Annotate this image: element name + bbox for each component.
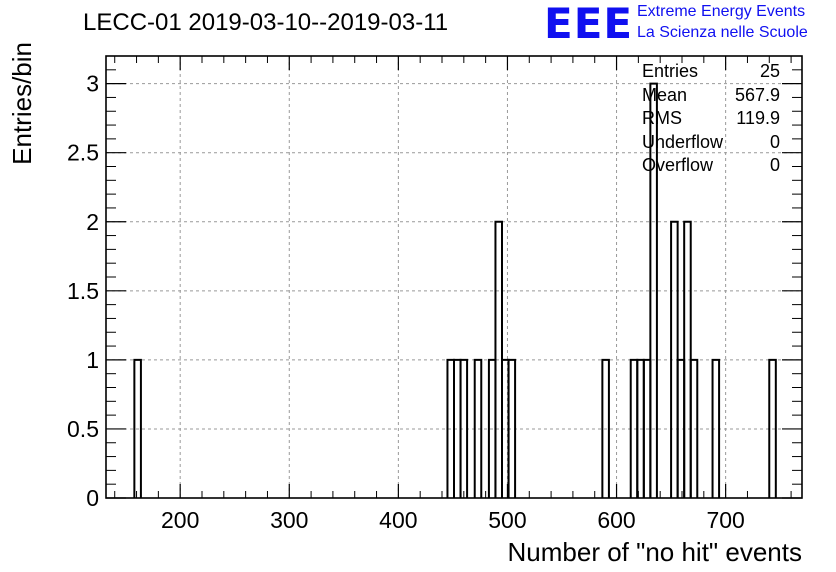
stat-value: 567.9 <box>734 84 780 105</box>
stat-row-entries: Entries 25 <box>642 60 780 84</box>
stat-label: Underflow <box>642 131 724 152</box>
x-axis-title: Number of "no hit" events <box>508 537 803 567</box>
stat-row-rms: RMS 119.9 <box>642 107 780 131</box>
histogram-bin <box>601 358 610 498</box>
histogram-bin <box>459 358 469 498</box>
logo-text-line1: Extreme Energy Events <box>637 3 806 20</box>
logo-text-line2: La Scienza nelle Scuole <box>637 24 808 41</box>
stats-box: Entries 25 Mean 567.9 RMS 119.9 Underflow 0 Over… <box>642 60 780 178</box>
x-tick-label: 200 <box>161 507 199 533</box>
x-tick-label: 500 <box>488 507 526 533</box>
stat-label: Overflow <box>642 155 714 175</box>
stat-value: 119.9 <box>736 108 780 128</box>
y-tick-label: 1 <box>86 347 99 373</box>
histogram-bin <box>473 358 483 498</box>
x-tick-label: 700 <box>706 507 744 533</box>
stat-label: RMS <box>642 108 682 128</box>
histogram-bin <box>711 358 721 498</box>
stat-label: Mean <box>642 84 688 105</box>
stat-value: 0 <box>769 155 780 175</box>
histogram-bin <box>133 358 142 498</box>
histogram-series <box>133 82 777 498</box>
stat-row-mean: Mean 567.9 <box>642 84 780 108</box>
x-tick-label: 600 <box>597 507 635 533</box>
y-tick-label: 0.5 <box>67 416 99 442</box>
tick-labels: 200 300 400 500 600 700 0 0.5 1 1.5 2 2.5 3 <box>67 71 745 533</box>
chart-title: LECC-01 2019-03-10--2019-03-11 <box>83 9 449 36</box>
y-tick-label: 2.5 <box>67 140 99 166</box>
y-tick-label: 1.5 <box>67 278 99 304</box>
axis-ticks <box>106 56 802 499</box>
histogram-bin <box>507 358 517 498</box>
x-tick-label: 300 <box>270 507 308 533</box>
y-axis-title: Entries/bin <box>7 42 37 165</box>
x-tick-label: 400 <box>379 507 417 533</box>
stat-row-overflow: Overflow 0 <box>642 154 780 178</box>
y-tick-label: 0 <box>86 485 99 511</box>
stat-value: 0 <box>769 131 780 152</box>
histogram-bin <box>689 358 699 498</box>
stat-label: Entries <box>642 61 699 81</box>
stat-value: 25 <box>759 61 780 81</box>
histogram-bin <box>768 358 777 498</box>
y-tick-label: 3 <box>86 71 99 97</box>
y-tick-label: 2 <box>86 209 99 235</box>
stat-row-underflow: Underflow 0 <box>642 131 780 155</box>
eee-logo: EEE <box>544 0 634 48</box>
histogram-bin <box>649 82 658 498</box>
